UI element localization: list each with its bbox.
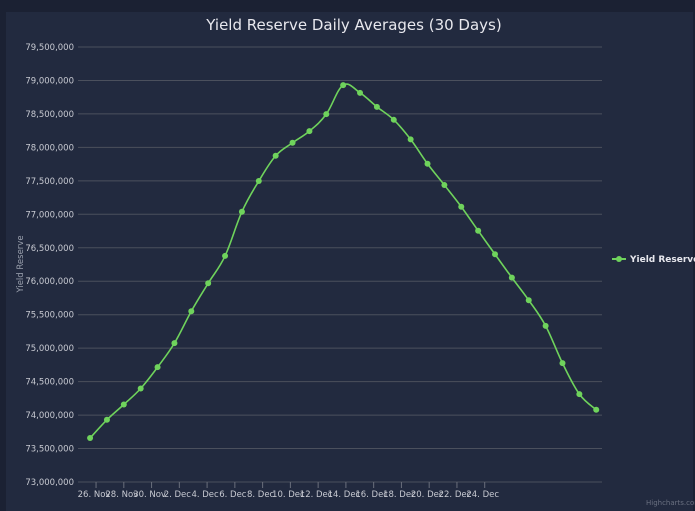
- x-tick-label: 20. Dec: [411, 490, 444, 500]
- x-tick-label: 4. Dec: [191, 490, 219, 500]
- y-tick-label: 77,000,000: [25, 210, 74, 220]
- legend-item-yield-reserve[interactable]: Yield Reserve: [612, 255, 695, 265]
- data-point: [289, 139, 296, 146]
- x-tick-label: 22. Dec: [439, 490, 472, 500]
- data-point: [576, 391, 583, 398]
- data-point: [87, 435, 94, 442]
- y-tick-label: 79,500,000: [25, 43, 74, 53]
- y-axis-title: Yield Reserve: [16, 235, 26, 293]
- x-tick-label: 24. Dec: [466, 490, 499, 500]
- x-tick-label: 12. Dec: [300, 490, 333, 500]
- x-tick-label: 30. Nov: [133, 490, 166, 500]
- data-point: [272, 152, 279, 159]
- y-tick-label: 76,000,000: [25, 277, 74, 287]
- data-point: [171, 340, 178, 347]
- x-tick-label: 8. Dec: [247, 490, 275, 500]
- y-tick-label: 76,500,000: [25, 244, 74, 254]
- data-point: [188, 308, 195, 315]
- legend-label: Yield Reserve: [629, 255, 695, 265]
- data-point: [137, 385, 144, 392]
- x-tick-label: 2. Dec: [164, 490, 192, 500]
- data-point: [340, 82, 347, 89]
- data-point: [238, 208, 245, 215]
- data-point: [525, 297, 532, 304]
- y-tick-label: 73,500,000: [25, 445, 74, 455]
- data-point: [424, 160, 431, 167]
- y-tick-label: 75,500,000: [25, 311, 74, 321]
- data-point: [373, 103, 380, 110]
- x-tick-label: 10. Dec: [272, 490, 305, 500]
- y-tick-label: 79,000,000: [25, 76, 74, 86]
- data-point: [120, 401, 127, 408]
- series-line-yield-reserve: [89, 83, 597, 439]
- x-tick-label: 6. Dec: [219, 490, 247, 500]
- x-tick-label: 18. Dec: [383, 490, 416, 500]
- data-point: [458, 203, 465, 210]
- y-tick-label: 74,000,000: [25, 411, 74, 421]
- chart-title: Yield Reserve Daily Averages (30 Days): [205, 16, 501, 34]
- data-point: [323, 111, 330, 118]
- data-point: [559, 360, 566, 367]
- y-tick-label: 73,000,000: [25, 478, 74, 488]
- credits-link[interactable]: Highcharts.com: [646, 499, 695, 507]
- y-tick-label: 78,000,000: [25, 143, 74, 153]
- data-point: [441, 182, 448, 189]
- data-point: [492, 251, 499, 258]
- data-point: [306, 128, 313, 135]
- y-tick-label: 74,500,000: [25, 378, 74, 388]
- chart-panel: [6, 12, 693, 511]
- x-tick-label: 14. Dec: [328, 490, 361, 500]
- data-point: [407, 136, 414, 143]
- data-point: [154, 364, 161, 371]
- data-point: [390, 116, 397, 123]
- data-point: [222, 252, 229, 259]
- data-point: [255, 178, 262, 185]
- y-tick-label: 75,000,000: [25, 344, 74, 354]
- y-tick-label: 77,500,000: [25, 177, 74, 187]
- legend-marker-icon: [616, 256, 622, 262]
- x-tick-label: 28. Nov: [105, 490, 138, 500]
- y-tick-label: 78,500,000: [25, 110, 74, 120]
- data-point: [542, 322, 549, 329]
- data-point: [103, 416, 110, 423]
- x-tick-label: 16. Dec: [355, 490, 388, 500]
- data-point: [508, 274, 515, 281]
- data-point: [475, 227, 482, 234]
- x-tick-label: 26. Nov: [78, 490, 111, 500]
- data-point: [357, 89, 364, 96]
- data-point: [205, 280, 212, 287]
- data-point: [593, 406, 600, 413]
